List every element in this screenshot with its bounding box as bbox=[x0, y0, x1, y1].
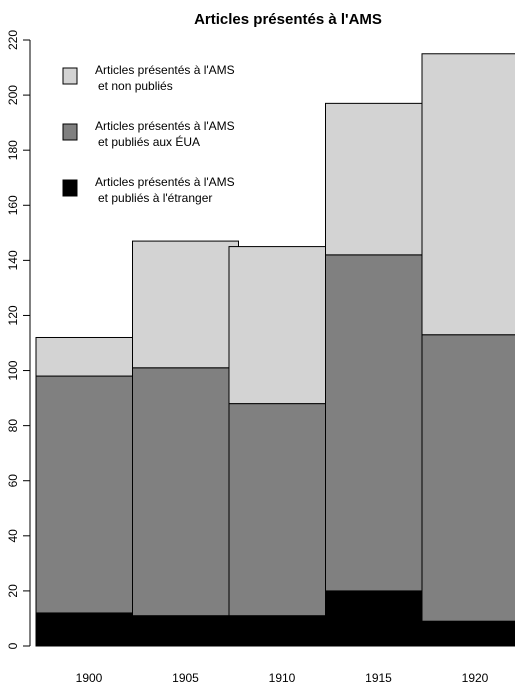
bar-segment-1-2 bbox=[132, 240, 239, 369]
x-tick-label: 1915 bbox=[365, 671, 392, 683]
y-axis: 0 20 40 60 80 100 120 140 160 180 200 220 bbox=[6, 30, 31, 649]
bar-segment-0-1 bbox=[35, 375, 143, 614]
legend-label: Articles présentés à l'AMS bbox=[95, 63, 235, 77]
y-tick-label: 220 bbox=[6, 30, 20, 50]
legend-label: Articles présentés à l'AMS bbox=[95, 175, 235, 189]
bar-segment-4-0 bbox=[421, 620, 515, 647]
legend-label: et publiés aux ÉUA bbox=[98, 134, 200, 149]
bars bbox=[35, 53, 515, 647]
legend-label: et non publiés bbox=[98, 79, 173, 93]
bar-segment-3-0 bbox=[325, 590, 432, 647]
bar-segment-3-1 bbox=[325, 254, 432, 592]
y-tick-label: 40 bbox=[6, 529, 20, 543]
bar-segment-0-2 bbox=[35, 336, 143, 377]
bar-segment-4-1 bbox=[421, 334, 515, 622]
bar-segment-4-2 bbox=[421, 53, 515, 336]
legend-label: Articles présentés à l'AMS bbox=[95, 119, 235, 133]
chart-title: Articles présentés à l'AMS bbox=[194, 11, 382, 28]
y-tick-label: 200 bbox=[6, 85, 20, 105]
y-tick-label: 120 bbox=[6, 305, 20, 325]
x-tick-label: 1910 bbox=[269, 671, 296, 683]
legend-swatch bbox=[62, 179, 78, 197]
y-tick-label: 80 bbox=[6, 419, 20, 433]
y-tick-label: 140 bbox=[6, 250, 20, 270]
bar-segment-2-1 bbox=[228, 403, 336, 617]
bar-segment-1-0 bbox=[132, 615, 239, 647]
x-tick-label: 1900 bbox=[76, 671, 103, 683]
bar-segment-0-0 bbox=[35, 612, 143, 647]
y-tick-label: 20 bbox=[6, 584, 20, 598]
bar-segment-1-1 bbox=[132, 367, 239, 617]
x-tick-label: 1905 bbox=[172, 671, 199, 683]
legend-swatch bbox=[62, 67, 78, 85]
bar-segment-2-0 bbox=[228, 615, 336, 647]
legend-label: et publiés à l'étranger bbox=[98, 191, 212, 205]
y-tick-label: 60 bbox=[6, 474, 20, 488]
x-axis: 1900 1905 1910 1915 1920 bbox=[76, 671, 489, 683]
bar-segment-3-2 bbox=[325, 102, 432, 256]
legend-swatch bbox=[62, 123, 78, 141]
y-tick-label: 160 bbox=[6, 195, 20, 215]
x-tick-label: 1920 bbox=[462, 671, 489, 683]
y-tick-label: 180 bbox=[6, 140, 20, 160]
bar-segment-2-2 bbox=[228, 246, 336, 405]
legend: Articles présentés à l'AMS et non publiés… bbox=[62, 63, 235, 205]
y-tick-label: 0 bbox=[6, 642, 20, 649]
y-tick-label: 100 bbox=[6, 360, 20, 380]
